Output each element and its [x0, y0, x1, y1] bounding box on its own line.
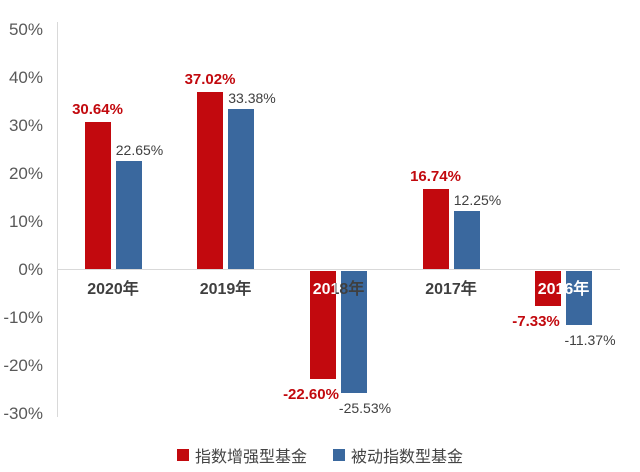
y-tick-label: -30%: [3, 403, 43, 423]
legend: 指数增强型基金 被动指数型基金: [0, 443, 640, 467]
bar-2016年-s1: [566, 270, 592, 326]
bar-2020年-s0: [84, 122, 111, 270]
legend-item-passive-index-funds: 被动指数型基金: [333, 443, 463, 467]
y-tick-label: 50%: [8, 19, 43, 39]
y-tick-label: -20%: [3, 355, 43, 375]
bar-2017年-s1: [453, 210, 480, 270]
bar-value-label: 37.02%: [184, 70, 236, 88]
bar-2018年-s0: [310, 270, 336, 379]
legend-item-enhanced-index-funds: 指数增强型基金: [176, 443, 307, 467]
bar-value-label: 16.74%: [410, 168, 461, 186]
y-axis-line: [57, 22, 58, 417]
bar-value-label: 33.38%: [228, 90, 276, 107]
bar-value-label: -25.53%: [338, 400, 392, 417]
y-tick-label: -10%: [3, 307, 43, 327]
legend-swatch-red: [176, 449, 189, 461]
x-axis-label-2020年: 2020年: [87, 281, 139, 298]
bar-2019年-s1: [228, 109, 254, 270]
y-tick-label: 20%: [8, 163, 43, 183]
bar-2018年-s1: [341, 270, 367, 394]
x-axis-label-2019年: 2019年: [199, 281, 252, 298]
zero-baseline: [57, 269, 620, 270]
bar-value-label: -22.60%: [283, 385, 339, 403]
bar-2017年-s0: [422, 189, 449, 270]
bar-value-label: 22.65%: [115, 141, 164, 158]
bar-value-label: -7.33%: [512, 312, 560, 330]
x-axis-label-2016年: 2016年: [537, 281, 590, 298]
bar-value-label: -11.37%: [564, 332, 616, 349]
bar-value-label: 12.25%: [453, 191, 502, 208]
legend-swatch-blue: [333, 449, 345, 461]
x-axis-label-2018年: 2018年: [293, 280, 385, 300]
bar-2016年-s0: [535, 270, 561, 306]
y-tick-label: 40%: [8, 67, 43, 87]
bar-2020年-s1: [115, 160, 142, 270]
y-tick-label: 30%: [8, 115, 43, 135]
bar-2019年-s0: [197, 91, 223, 270]
x-axis-label-2017年: 2017年: [425, 281, 477, 298]
y-tick-label: 0%: [18, 259, 43, 279]
legend-label: 被动指数型基金: [351, 449, 464, 466]
legend-label: 指数增强型基金: [194, 449, 307, 466]
y-tick-label: 10%: [8, 211, 43, 231]
bar-value-label: 30.64%: [72, 101, 123, 119]
